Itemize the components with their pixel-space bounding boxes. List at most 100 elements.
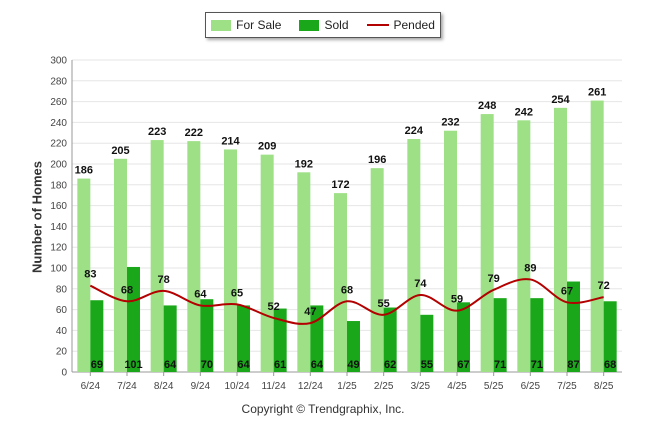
bar-sold <box>347 321 360 372</box>
legend: For Sale Sold Pended <box>205 12 441 38</box>
bar-sold <box>567 281 580 372</box>
legend-item-for-sale[interactable]: For Sale <box>211 18 281 32</box>
bar-sold <box>90 300 104 372</box>
data-label-pended: 47 <box>304 306 316 318</box>
data-label-pended: 55 <box>378 298 390 310</box>
bar-for-sale <box>444 130 457 372</box>
bar-for-sale <box>334 193 347 372</box>
legend-label-pended: Pended <box>393 18 435 32</box>
x-tick-label: 6/24 <box>81 381 101 392</box>
data-label-pended: 89 <box>524 262 536 274</box>
y-tick-label: 20 <box>56 347 68 358</box>
bar-sold <box>420 314 434 372</box>
legend-swatch-sold <box>299 19 320 31</box>
data-label-for-sale: 186 <box>75 165 93 177</box>
bar-for-sale <box>260 154 274 372</box>
data-label-for-sale: 192 <box>295 158 313 170</box>
bar-for-sale <box>590 100 604 372</box>
pended-line-layer <box>89 278 604 325</box>
x-tick-label: 8/25 <box>594 381 614 392</box>
bar-sold <box>457 302 470 372</box>
data-label-for-sale: 196 <box>368 154 386 166</box>
bar-for-sale <box>407 139 421 372</box>
data-label-pended: 59 <box>451 294 463 306</box>
data-label-pended: 64 <box>194 288 207 300</box>
data-label-sold: 71 <box>531 359 543 371</box>
bar-for-sale <box>77 178 91 372</box>
data-label-for-sale: 209 <box>258 141 276 153</box>
x-tick-label: 10/24 <box>224 381 249 392</box>
y-tick-label: 0 <box>61 368 67 379</box>
bar-for-sale <box>517 120 531 372</box>
data-label-sold: 101 <box>124 359 142 371</box>
bar-sold <box>530 298 544 372</box>
data-labels: 186 69 205 101 223 64 222 70 214 64 209 61 192 64 172 4… <box>75 87 617 371</box>
legend-swatch-pended <box>366 24 389 26</box>
data-label-for-sale: 242 <box>515 106 533 118</box>
bar-for-sale <box>480 114 494 372</box>
x-tick-label: 12/24 <box>298 381 323 392</box>
data-label-for-sale: 248 <box>478 100 496 112</box>
data-label-pended: 72 <box>598 280 610 292</box>
data-label-pended: 68 <box>121 284 133 296</box>
y-tick-label: 40 <box>56 326 68 337</box>
data-label-for-sale: 205 <box>111 145 129 157</box>
x-tick-label: 7/24 <box>117 381 137 392</box>
bar-sold <box>493 298 507 372</box>
data-label-for-sale: 223 <box>148 126 166 138</box>
x-tick-label: 8/24 <box>154 381 174 392</box>
y-tick-label: 100 <box>50 264 67 275</box>
copyright-text: Copyright © Trendgraphix, Inc. <box>241 402 405 416</box>
data-label-sold: 71 <box>494 359 506 371</box>
data-label-sold: 67 <box>457 359 469 371</box>
data-label-for-sale: 214 <box>221 135 240 147</box>
data-label-pended: 79 <box>488 273 500 285</box>
legend-item-sold[interactable]: Sold <box>299 18 349 32</box>
data-label-sold: 55 <box>421 359 433 371</box>
data-label-pended: 83 <box>84 269 96 281</box>
bar-for-sale <box>554 107 567 372</box>
data-label-sold: 64 <box>311 359 324 371</box>
data-label-pended: 67 <box>561 285 573 297</box>
data-label-sold: 64 <box>164 359 177 371</box>
y-tick-label: 180 <box>50 180 67 191</box>
y-tick-label: 280 <box>50 76 67 87</box>
x-tick-label: 2/25 <box>374 381 394 392</box>
bar-sold <box>603 301 617 372</box>
bar-sold <box>200 299 214 372</box>
data-label-for-sale: 222 <box>185 127 203 139</box>
data-label-pended: 52 <box>268 301 280 313</box>
data-label-sold: 70 <box>201 359 213 371</box>
y-axis-title: Number of Homes <box>29 161 45 273</box>
x-tick-label: 11/24 <box>262 381 287 392</box>
bar-sold <box>163 305 177 372</box>
x-tick-label: 7/25 <box>557 381 577 392</box>
bar-sold <box>273 308 287 372</box>
legend-item-pended[interactable]: Pended <box>366 18 435 32</box>
y-tick-label: 120 <box>50 243 67 254</box>
y-tick-label: 60 <box>56 305 68 316</box>
data-label-for-sale: 172 <box>331 179 349 191</box>
y-tick-label: 200 <box>50 160 67 171</box>
x-tick-label: 9/24 <box>191 381 211 392</box>
data-label-sold: 61 <box>274 359 286 371</box>
bar-for-sale <box>114 158 127 372</box>
data-label-for-sale: 254 <box>551 94 570 106</box>
data-label-sold: 69 <box>91 359 103 371</box>
legend-label-sold: Sold <box>324 18 349 32</box>
bar-sold <box>127 266 140 372</box>
y-tick-label: 260 <box>50 97 67 108</box>
data-label-for-sale: 261 <box>588 87 606 99</box>
x-tick-label: 1/25 <box>337 381 357 392</box>
x-tick-label: 6/25 <box>521 381 541 392</box>
data-label-for-sale: 232 <box>441 117 459 129</box>
data-label-pended: 65 <box>231 287 243 299</box>
data-label-sold: 49 <box>347 359 359 371</box>
bar-for-sale <box>150 140 164 372</box>
data-label-sold: 68 <box>604 359 616 371</box>
x-tick-label: 5/25 <box>484 381 504 392</box>
y-tick-label: 300 <box>50 56 67 67</box>
bar-for-sale <box>224 149 237 372</box>
y-tick-label: 220 <box>50 139 67 150</box>
legend-swatch-for-sale <box>211 19 232 31</box>
